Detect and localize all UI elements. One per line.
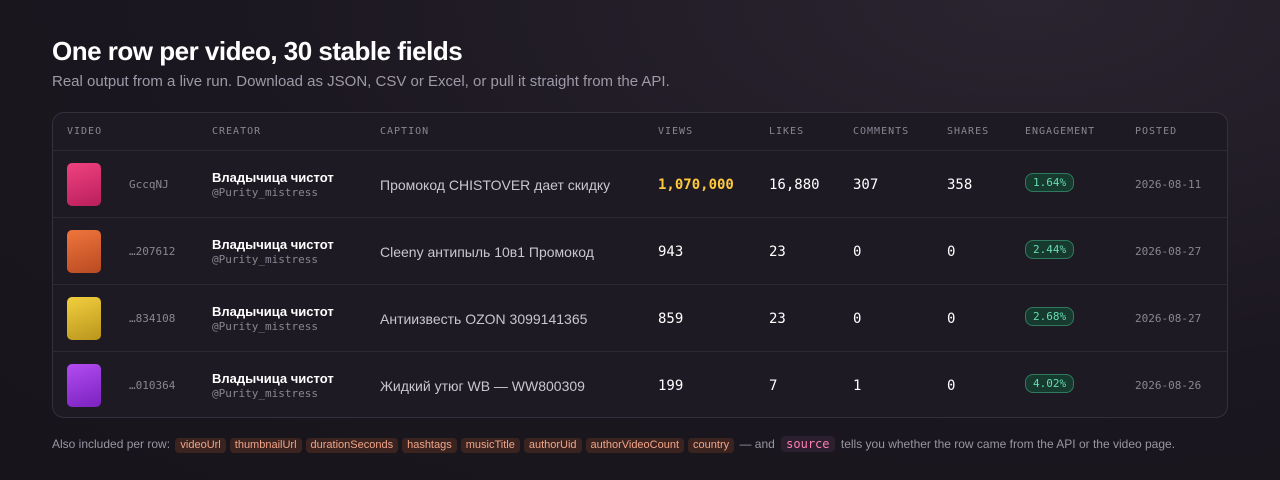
table-row: …207612 Владычица чистот @Purity_mistress C… xyxy=(53,217,1227,284)
creator-handle: @Purity_mistress xyxy=(212,320,318,333)
likes: 23 xyxy=(769,244,786,260)
comments: 307 xyxy=(853,177,879,193)
field-tag: hashtags xyxy=(402,438,457,453)
footer-note: Also included per row: videoUrl thumbnail… xyxy=(52,436,1212,453)
field-tag: musicTitle xyxy=(460,438,520,453)
caption: Cleeny антипыль 10в1 Промокод xyxy=(380,244,594,260)
results-table: VIDEO CREATOR CAPTION VIEWS LIKES COMMENTS SHA… xyxy=(52,112,1228,418)
creator-name: Владычица чистот xyxy=(212,237,334,252)
footer-connector: — and xyxy=(739,437,775,451)
column-header: LIKES xyxy=(769,126,805,137)
likes: 7 xyxy=(769,378,778,394)
table-row: …010364 Владычица чистот @Purity_mistress Ж… xyxy=(53,351,1227,417)
field-tag: thumbnailUrl xyxy=(229,438,302,453)
video-id: …010364 xyxy=(129,379,176,392)
column-header: ENGAGEMENT xyxy=(1025,126,1096,137)
field-tag: durationSeconds xyxy=(305,438,399,453)
field-tag: authorVideoCount xyxy=(585,438,685,453)
posted-date: 2026-08-26 xyxy=(1135,379,1202,392)
posted-date: 2026-08-27 xyxy=(1135,245,1202,258)
column-header: COMMENTS xyxy=(853,126,910,137)
likes: 23 xyxy=(769,311,786,327)
shares: 0 xyxy=(947,311,956,327)
field-tags: videoUrl thumbnailUrl durationSeconds hasht… xyxy=(173,437,736,453)
caption: Жидкий утюг WB — WW800309 xyxy=(380,378,585,394)
field-tag: country xyxy=(688,438,735,453)
caption: Антиизвесть OZON 3099141365 xyxy=(380,311,588,327)
posted-date: 2026-08-27 xyxy=(1135,312,1202,325)
creator-name: Владычица чистот xyxy=(212,170,334,185)
table-row: …834108 Владычица чистот @Purity_mistress А… xyxy=(53,284,1227,351)
engagement-pill: 4.02% xyxy=(1025,374,1075,393)
field-tag: authorUid xyxy=(523,438,582,453)
creator-name: Владычица чистот xyxy=(212,304,334,319)
creator-handle: @Purity_mistress xyxy=(212,387,318,400)
engagement-pill: 2.68% xyxy=(1025,307,1075,326)
creator-name: Владычица чистот xyxy=(212,371,334,386)
posted-date: 2026-08-11 xyxy=(1135,178,1202,191)
table-row: GccqNJ Владычица чистот @Purity_mistress Пр… xyxy=(53,150,1227,217)
video-id: …207612 xyxy=(129,245,176,258)
footer-lead: Also included per row: xyxy=(52,437,171,451)
creator-handle: @Purity_mistress xyxy=(212,253,318,266)
column-header: POSTED xyxy=(1135,126,1178,137)
views: 1,070,000 xyxy=(658,177,734,193)
engagement-pill: 2.44% xyxy=(1025,240,1075,259)
video-thumbnail xyxy=(67,297,101,340)
likes: 16,880 xyxy=(769,177,820,193)
column-header: SHARES xyxy=(947,126,990,137)
video-id: GccqNJ xyxy=(129,178,169,191)
video-id: …834108 xyxy=(129,312,176,325)
views: 859 xyxy=(658,311,684,327)
shares: 358 xyxy=(947,177,973,193)
footer-tail: tells you whether the row came from the … xyxy=(840,437,1176,451)
column-header: VIDEO xyxy=(67,126,103,137)
comments: 1 xyxy=(853,378,862,394)
shares: 0 xyxy=(947,378,956,394)
field-tag: videoUrl xyxy=(175,438,226,453)
creator-handle: @Purity_mistress xyxy=(212,186,318,199)
source-field: source xyxy=(781,436,835,452)
column-header: VIEWS xyxy=(658,126,694,137)
comments: 0 xyxy=(853,311,862,327)
comments: 0 xyxy=(853,244,862,260)
video-thumbnail xyxy=(67,230,101,273)
views: 199 xyxy=(658,378,684,394)
caption: Промокод CHISTOVER дает скидку xyxy=(380,177,611,193)
shares: 0 xyxy=(947,244,956,260)
video-thumbnail xyxy=(67,364,101,407)
column-header: CAPTION xyxy=(380,126,430,137)
views: 943 xyxy=(658,244,684,260)
column-header: CREATOR xyxy=(212,126,262,137)
video-thumbnail xyxy=(67,163,101,206)
page-title: One row per video, 30 stable fields xyxy=(52,36,463,66)
page-subtitle: Real output from a live run. Download as… xyxy=(52,73,670,90)
engagement-pill: 1.64% xyxy=(1025,173,1075,192)
